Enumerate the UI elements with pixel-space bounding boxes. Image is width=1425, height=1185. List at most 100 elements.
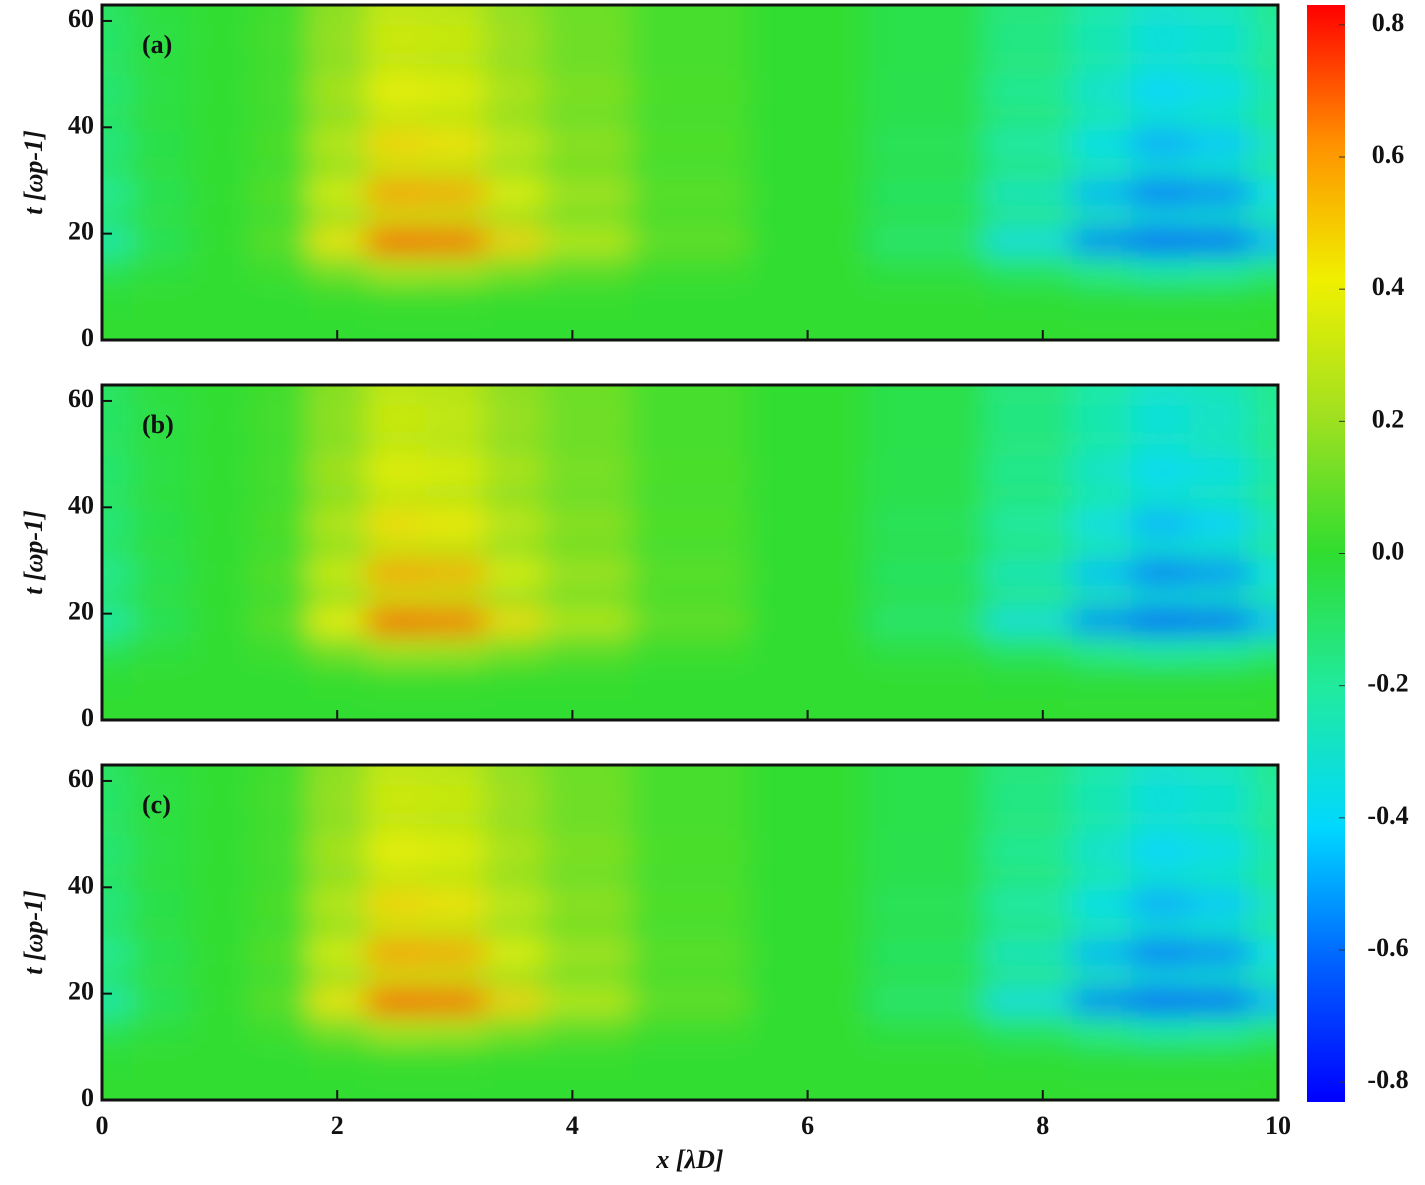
heat-cell (484, 836, 544, 864)
heat-cell (1072, 863, 1132, 891)
heat-cell (1131, 608, 1191, 633)
heat-cell (1189, 156, 1250, 181)
heat-cell (366, 560, 426, 585)
heat-cell (1189, 456, 1250, 484)
heat-cell (543, 632, 632, 663)
x-tick-label: 10 (1265, 1111, 1291, 1140)
heat-cell (366, 964, 426, 989)
heat-cell (866, 281, 985, 320)
heat-cell (748, 698, 867, 720)
heat-cell (748, 584, 867, 609)
heat-cell (131, 1041, 191, 1080)
heat-cell (1248, 836, 1278, 864)
heat-cell (631, 661, 750, 700)
heat-cell (631, 916, 750, 941)
heat-cell (748, 509, 867, 538)
heat-cell (1072, 964, 1132, 989)
heat-cell (543, 698, 632, 720)
heat-cell (866, 940, 985, 965)
heat-cell (631, 252, 750, 283)
heat-cell (190, 129, 250, 158)
heat-cell (748, 765, 867, 785)
heat-cell (866, 228, 985, 253)
heat-cell (484, 863, 544, 891)
x-tick-label: 4 (566, 1111, 579, 1140)
heat-cell (307, 403, 368, 431)
heat-cell (1248, 1041, 1278, 1080)
heat-cell (131, 810, 191, 838)
heat-cell (102, 318, 132, 340)
heat-cell (102, 281, 132, 320)
heat-cell (484, 430, 544, 458)
heat-cell (1131, 76, 1191, 104)
heat-cell (984, 916, 1073, 941)
heat-cell (1248, 156, 1278, 181)
heatmap (102, 765, 1278, 1100)
heat-cell (131, 156, 191, 181)
heat-cell (484, 608, 544, 633)
heat-cell (984, 204, 1073, 229)
heat-cell (190, 810, 250, 838)
heat-cell (366, 456, 426, 484)
heat-cell (366, 536, 426, 561)
heat-cell (1072, 1041, 1132, 1080)
heat-cell (425, 889, 485, 918)
heat-cell (249, 810, 309, 838)
heat-cell (102, 889, 132, 918)
heat-cell (307, 281, 368, 320)
heat-cell (748, 783, 867, 811)
heat-cell (1072, 1012, 1132, 1043)
heat-cell (307, 783, 368, 811)
heat-cell (190, 863, 250, 891)
heat-cell (190, 1041, 250, 1080)
heat-cell (102, 783, 132, 811)
heat-cell (866, 103, 985, 131)
heat-cell (249, 836, 309, 864)
heat-cell (366, 698, 426, 720)
heat-cell (249, 916, 309, 941)
heat-cell (748, 76, 867, 104)
heat-cell (484, 536, 544, 561)
heat-cell (425, 509, 485, 538)
heat-cell (102, 76, 132, 104)
heat-cell (366, 129, 426, 158)
heat-cell (131, 252, 191, 283)
heat-cell (102, 50, 132, 78)
heat-cell (190, 204, 250, 229)
heat-cell (1131, 661, 1191, 700)
heat-cell (131, 281, 191, 320)
heat-cell (425, 632, 485, 663)
heat-cell (425, 180, 485, 205)
heat-cell (1189, 318, 1250, 340)
heat-cell (1189, 889, 1250, 918)
heat-cell (1189, 204, 1250, 229)
heat-cell (190, 509, 250, 538)
heat-cell (866, 385, 985, 405)
heat-cell (307, 863, 368, 891)
heatmap (102, 5, 1278, 340)
heat-cell (425, 228, 485, 253)
heat-cell (631, 228, 750, 253)
heat-cell (102, 836, 132, 864)
heat-cell (984, 836, 1073, 864)
heat-cell (484, 50, 544, 78)
heat-cell (307, 584, 368, 609)
heat-cell (866, 1012, 985, 1043)
heat-cell (631, 810, 750, 838)
heat-cell (1189, 281, 1250, 320)
heat-cell (543, 584, 632, 609)
heat-cell (366, 889, 426, 918)
colorbar-tick-label: 0.6 (1372, 140, 1405, 169)
heat-cell (366, 103, 426, 131)
heat-cell (1131, 509, 1191, 538)
frame (100, 383, 1280, 722)
heat-cell (425, 810, 485, 838)
heat-cell (484, 403, 544, 431)
heat-cell (190, 430, 250, 458)
heat-cell (102, 103, 132, 131)
heat-cell (131, 456, 191, 484)
heat-cell (543, 765, 632, 785)
heat-cell (102, 23, 132, 51)
colorbar-tick-label: -0.8 (1367, 1065, 1408, 1094)
